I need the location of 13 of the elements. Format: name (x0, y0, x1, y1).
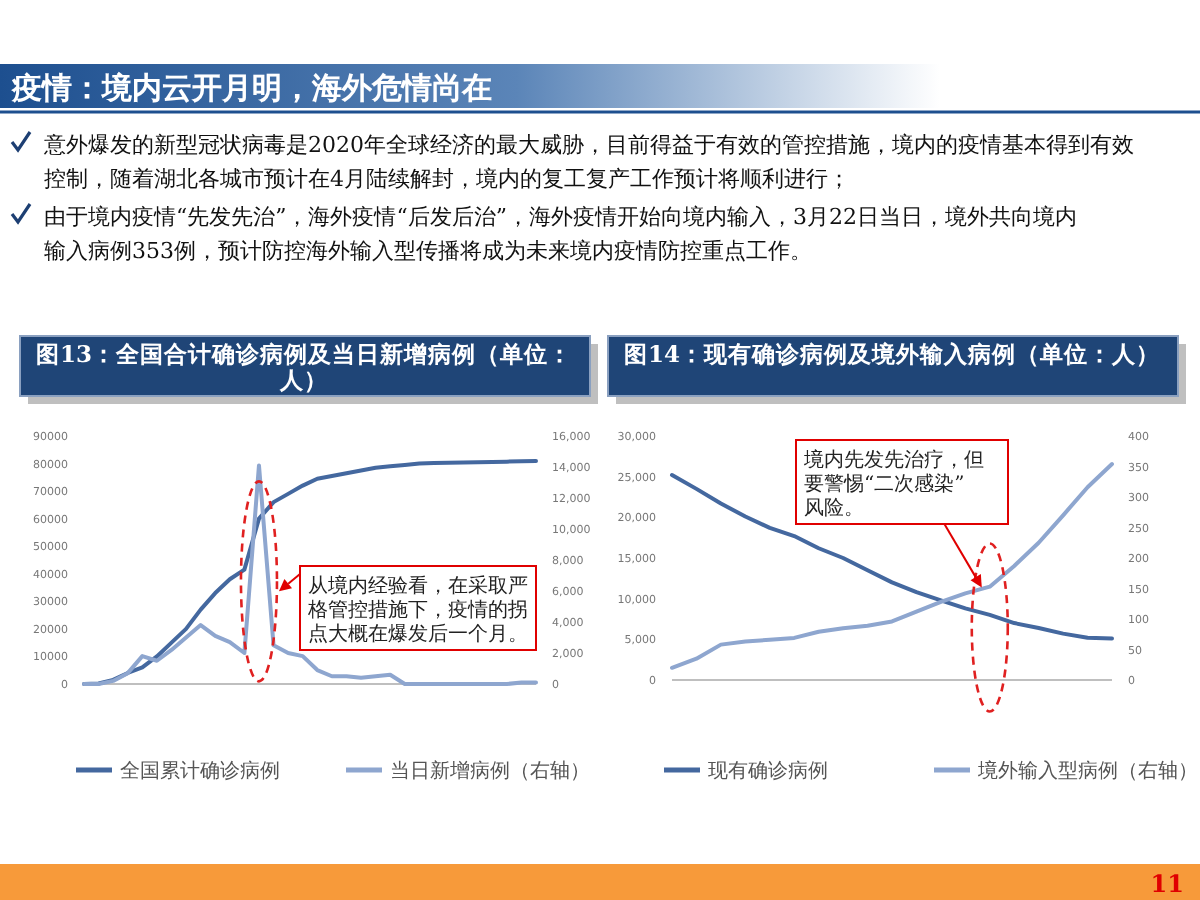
text: 由于境内疫情“先发先治”，海外疫情“后发后治”，海外疫情开始向境内输入，3月22日当日，境外共向境内输入病例353例，预计防控海外输入型传播将成为未来境内疫情防控重点工作。 (44, 204, 1077, 264)
legend-label: 境外输入型病例（右轴） (976, 759, 1198, 783)
chart-title: 图14：现有确诊病例及境外输入病例（单位：人） (623, 340, 1161, 368)
annotation: 从境内经验看，在采取严格管控措施下，疫情的拐点大概在爆发后一个月。 (306, 574, 528, 646)
text: 疫情：境内云开月明，海外危情尚在 (10, 70, 492, 106)
chart-title: 图13：全国合计确诊病例及当日新增病例（单位：人） (35, 340, 573, 394)
legend-label: 当日新增病例（右轴） (390, 759, 590, 783)
text: 意外爆发的新型冠状病毒是2020年全球经济的最大威胁，目前得益于有效的管控措施，境内的疫情基本得到有效控制，随着湖北各城市预计在4月陆续解封，境内的复工复产工作预计将顺利进行； (42, 132, 1134, 192)
text: 11 (1150, 870, 1184, 898)
line-series (670, 473, 1114, 641)
annotation: 境内先发先治疗，但要警惕“二次感染”风险。 (802, 448, 984, 520)
legend-label: 全国累计确诊病例 (120, 759, 280, 783)
legend-label: 现有确诊病例 (708, 759, 828, 783)
